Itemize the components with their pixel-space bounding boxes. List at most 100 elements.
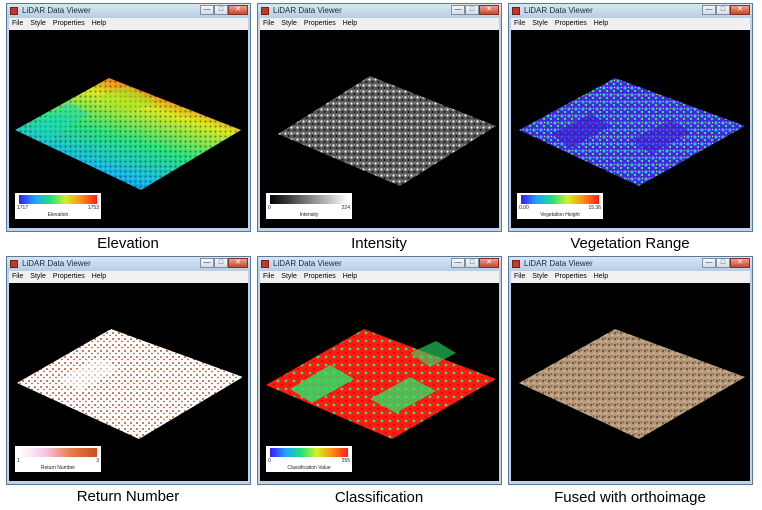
caption-return-number: Return Number xyxy=(76,488,180,505)
maximize-button[interactable]: □ xyxy=(214,258,228,268)
point-cloud-canvas[interactable]: 0.00 15.36 Vegetation Height xyxy=(511,30,750,228)
legend-min: 0.00 xyxy=(519,205,529,211)
menu-help[interactable]: Help xyxy=(342,273,358,280)
menu-style[interactable]: Style xyxy=(532,20,548,27)
menu-help[interactable]: Help xyxy=(91,273,107,280)
point-cloud-canvas[interactable] xyxy=(511,283,750,481)
window-title: LiDAR Data Viewer xyxy=(22,259,91,268)
title-bar[interactable]: LiDAR Data Viewer — □ ✕ xyxy=(258,257,501,271)
legend-label: Return Number xyxy=(40,465,76,471)
point-cloud-canvas[interactable]: 1 3 Return Number xyxy=(9,283,248,481)
legend-max: 3 xyxy=(96,458,99,464)
legend-label: Classification Value xyxy=(287,465,331,471)
title-bar[interactable]: LiDAR Data Viewer — □ ✕ xyxy=(7,257,250,271)
maximize-button[interactable]: □ xyxy=(465,5,479,15)
menu-style[interactable]: Style xyxy=(281,273,297,280)
maximize-button[interactable]: □ xyxy=(214,5,228,15)
legend-max: 15.36 xyxy=(588,205,601,211)
legend-min: 1 xyxy=(17,458,20,464)
point-cloud-canvas[interactable]: 0 255 Classification Value xyxy=(260,283,499,481)
app-icon xyxy=(512,7,520,15)
color-legend: 1 3 Return Number xyxy=(15,446,101,472)
window-title: LiDAR Data Viewer xyxy=(273,259,342,268)
window-title: LiDAR Data Viewer xyxy=(524,259,593,268)
app-icon xyxy=(261,7,269,15)
menu-file[interactable]: File xyxy=(263,20,275,27)
lidar-window-return-number: LiDAR Data Viewer — □ ✕ File Style Propert… xyxy=(6,256,251,485)
legend-color-bar xyxy=(270,195,348,204)
menu-properties[interactable]: Properties xyxy=(303,273,336,280)
legend-min: 0 xyxy=(268,458,271,464)
color-legend: 1717 1753 Elevation xyxy=(15,193,101,219)
menu-file[interactable]: File xyxy=(514,273,526,280)
maximize-button[interactable]: □ xyxy=(465,258,479,268)
minimize-button[interactable]: — xyxy=(451,5,465,15)
app-icon xyxy=(512,260,520,268)
close-button[interactable]: ✕ xyxy=(730,258,750,268)
menu-file[interactable]: File xyxy=(263,273,275,280)
menu-bar: File Style Properties Help xyxy=(9,18,248,30)
menu-bar: File Style Properties Help xyxy=(511,271,750,283)
menu-file[interactable]: File xyxy=(12,20,24,27)
caption-fused: Fused with orthoimage xyxy=(554,489,706,506)
maximize-button[interactable]: □ xyxy=(716,258,730,268)
minimize-button[interactable]: — xyxy=(702,258,716,268)
legend-color-bar xyxy=(19,448,97,457)
color-legend: 0 255 Classification Value xyxy=(266,446,352,472)
maximize-button[interactable]: □ xyxy=(716,5,730,15)
app-icon xyxy=(10,7,18,15)
window-title: LiDAR Data Viewer xyxy=(273,6,342,15)
title-bar[interactable]: LiDAR Data Viewer — □ ✕ xyxy=(258,4,501,18)
title-bar[interactable]: LiDAR Data Viewer — □ ✕ xyxy=(509,257,752,271)
color-legend: 0.00 15.36 Vegetation Height xyxy=(517,193,603,219)
menu-style[interactable]: Style xyxy=(30,273,46,280)
legend-max: 224 xyxy=(341,205,350,211)
legend-label: Vegetation Height xyxy=(540,212,580,218)
lidar-window-classification: LiDAR Data Viewer — □ ✕ File Style Propert… xyxy=(257,256,502,485)
close-button[interactable]: ✕ xyxy=(479,258,499,268)
legend-color-bar xyxy=(19,195,97,204)
menu-properties[interactable]: Properties xyxy=(52,273,85,280)
minimize-button[interactable]: — xyxy=(200,5,214,15)
title-bar[interactable]: LiDAR Data Viewer — □ ✕ xyxy=(7,4,250,18)
caption-intensity: Intensity xyxy=(351,235,407,252)
legend-color-bar xyxy=(521,195,599,204)
lidar-window-fused: LiDAR Data Viewer — □ ✕ File Style Propert… xyxy=(508,256,753,485)
menu-bar: File Style Properties Help xyxy=(511,18,750,30)
menu-help[interactable]: Help xyxy=(593,20,609,27)
menu-file[interactable]: File xyxy=(12,273,24,280)
minimize-button[interactable]: — xyxy=(451,258,465,268)
legend-label: Elevation xyxy=(47,212,69,218)
menu-help[interactable]: Help xyxy=(342,20,358,27)
minimize-button[interactable]: — xyxy=(702,5,716,15)
legend-max: 255 xyxy=(341,458,350,464)
menu-style[interactable]: Style xyxy=(30,20,46,27)
menu-properties[interactable]: Properties xyxy=(52,20,85,27)
point-cloud-canvas[interactable]: 0 224 Intensity xyxy=(260,30,499,228)
menu-properties[interactable]: Properties xyxy=(554,20,587,27)
menu-help[interactable]: Help xyxy=(593,273,609,280)
point-cloud-intensity xyxy=(278,76,496,186)
menu-style[interactable]: Style xyxy=(532,273,548,280)
close-button[interactable]: ✕ xyxy=(730,5,750,15)
lidar-window-elevation: LiDAR Data Viewer — □ ✕ File Style Propert… xyxy=(6,3,251,232)
menu-style[interactable]: Style xyxy=(281,20,297,27)
minimize-button[interactable]: — xyxy=(200,258,214,268)
legend-max: 1753 xyxy=(87,205,99,211)
caption-elevation: Elevation xyxy=(97,235,159,252)
menu-file[interactable]: File xyxy=(514,20,526,27)
point-cloud-canvas[interactable]: 1717 1753 Elevation xyxy=(9,30,248,228)
legend-label: Intensity xyxy=(299,212,319,218)
menu-bar: File Style Properties Help xyxy=(260,271,499,283)
menu-properties[interactable]: Properties xyxy=(303,20,336,27)
close-button[interactable]: ✕ xyxy=(228,5,248,15)
close-button[interactable]: ✕ xyxy=(479,5,499,15)
title-bar[interactable]: LiDAR Data Viewer — □ ✕ xyxy=(509,4,752,18)
menu-bar: File Style Properties Help xyxy=(9,271,248,283)
close-button[interactable]: ✕ xyxy=(228,258,248,268)
menu-properties[interactable]: Properties xyxy=(554,273,587,280)
color-legend: 0 224 Intensity xyxy=(266,193,352,219)
legend-min: 1717 xyxy=(17,205,29,211)
menu-help[interactable]: Help xyxy=(91,20,107,27)
window-title: LiDAR Data Viewer xyxy=(524,6,593,15)
